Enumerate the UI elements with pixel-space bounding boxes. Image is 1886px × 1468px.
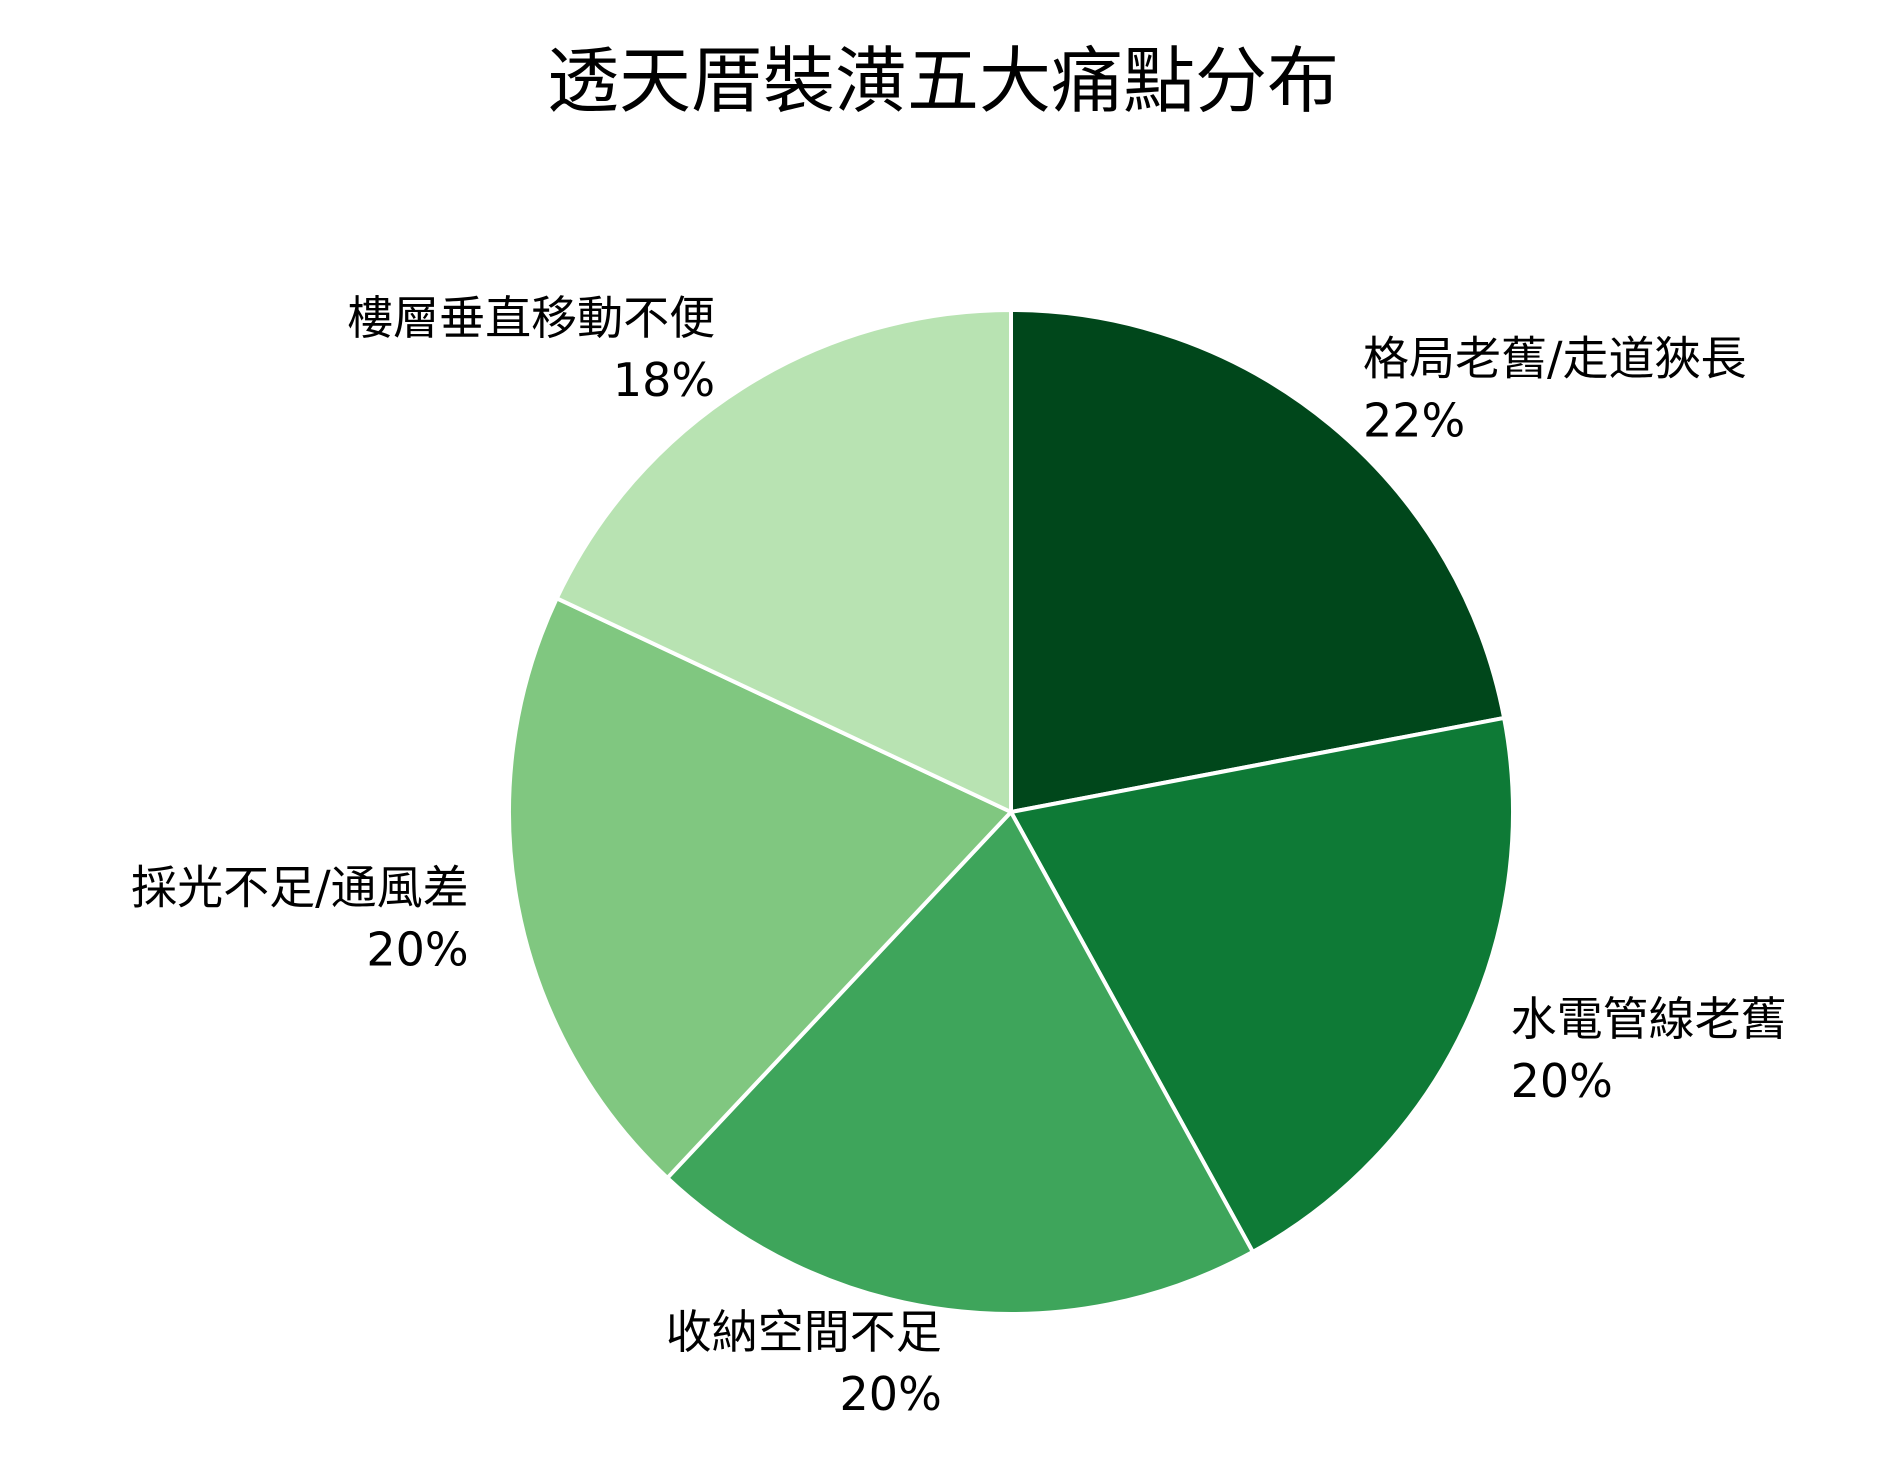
slice-label-line: 20% bbox=[840, 1367, 942, 1421]
slice-label-line: 採光不足/通風差 bbox=[131, 860, 469, 914]
slice-label-line: 樓層垂直移動不便 bbox=[347, 291, 715, 345]
slice-label: 樓層垂直移動不便 18% bbox=[347, 291, 715, 407]
pie-slice bbox=[554, 307, 1013, 816]
slice-label-line: 格局老舊/走道狹長 bbox=[1363, 332, 1747, 386]
pie-slice bbox=[1009, 307, 1507, 815]
slice-label: 收納空間不足 20% bbox=[666, 1305, 942, 1421]
slice-label: 採光不足/通風差 20% bbox=[131, 860, 469, 976]
slice-label-line: 水電管線老舊 bbox=[1511, 992, 1787, 1046]
slice-label-line: 收納空間不足 bbox=[666, 1305, 942, 1359]
slice-label-line: 22% bbox=[1363, 394, 1465, 448]
slice-label-line: 20% bbox=[366, 922, 468, 976]
slice-label-line: 18% bbox=[613, 353, 715, 407]
slice-label: 格局老舊/走道狹長 22% bbox=[1363, 332, 1747, 448]
chart-title: 透天厝裝潢五大痛點分布 bbox=[546, 39, 1339, 123]
slice-label: 水電管線老舊 20% bbox=[1511, 992, 1787, 1108]
pie-slice bbox=[1007, 715, 1515, 1255]
pie-slice bbox=[507, 595, 1015, 1181]
slice-label-line: 20% bbox=[1511, 1054, 1613, 1108]
pie-slice bbox=[664, 808, 1256, 1316]
